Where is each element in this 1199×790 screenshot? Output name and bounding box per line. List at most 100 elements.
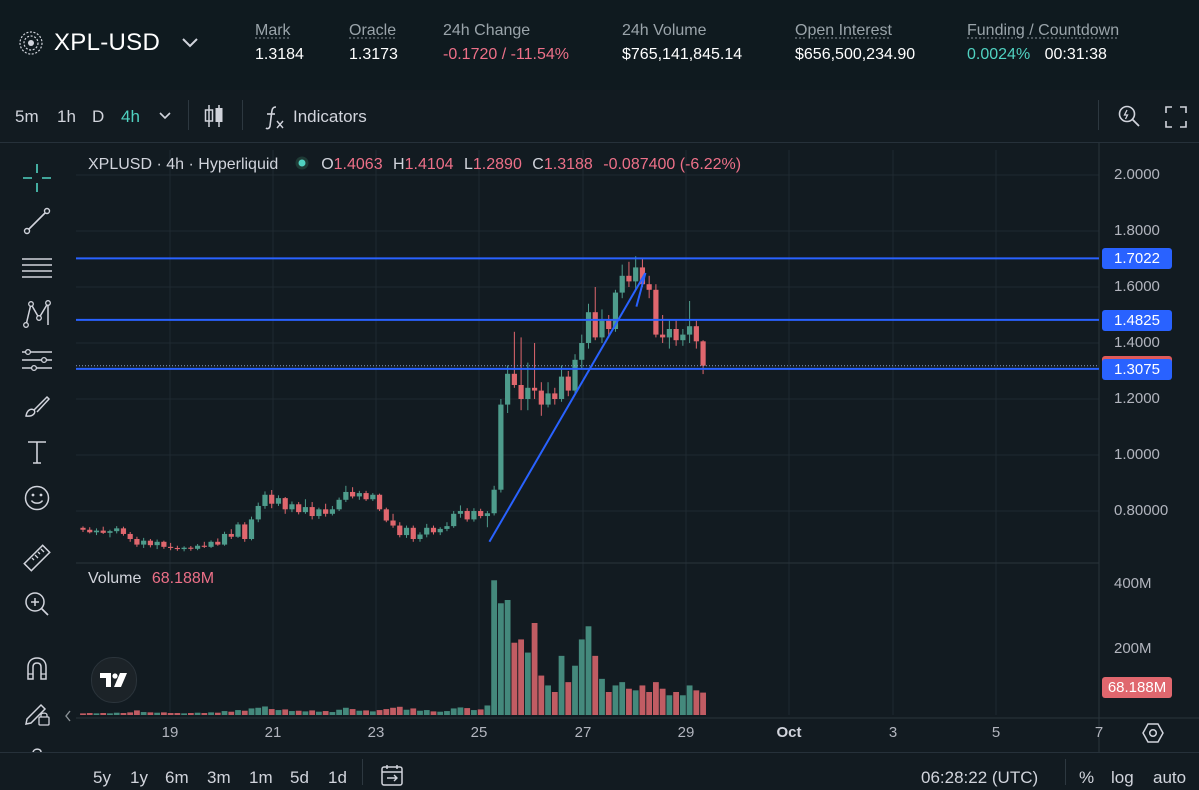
symbol-selector[interactable]: XPL-USD bbox=[54, 29, 161, 56]
range-1y[interactable]: 1y bbox=[130, 768, 148, 787]
volume-legend-value: 68.188M bbox=[151, 570, 215, 587]
candle-type-icon[interactable] bbox=[202, 103, 226, 129]
date-range-calendar-icon[interactable] bbox=[379, 762, 405, 788]
time-tick-label: 19 bbox=[161, 724, 179, 741]
timeframe-4h[interactable]: 4h bbox=[121, 107, 140, 126]
emoji-tool[interactable] bbox=[18, 480, 56, 516]
price-tick-label: 2.0000 bbox=[1114, 166, 1160, 183]
price-level-label[interactable]: 1.3075 bbox=[1102, 358, 1172, 380]
open-interest-label[interactable]: Open Interest bbox=[795, 22, 892, 39]
volume-legend: Volume 68.188M bbox=[88, 570, 214, 588]
volume-tick-label: 200M bbox=[1114, 640, 1152, 658]
auto-scale-toggle[interactable]: auto bbox=[1153, 768, 1187, 787]
legend-low-value: 1.2890 bbox=[472, 156, 522, 173]
range-6m[interactable]: 6m bbox=[165, 768, 189, 787]
timeframe-1h[interactable]: 1h bbox=[57, 107, 76, 126]
text-tool[interactable] bbox=[18, 434, 56, 470]
indicators-fx-icon[interactable] bbox=[262, 104, 286, 130]
funding-countdown-timer: 00:31:38 bbox=[1044, 46, 1107, 63]
market-status-dot-icon bbox=[295, 156, 309, 170]
time-tick-label: 27 bbox=[574, 724, 592, 741]
toolbar-divider bbox=[362, 759, 363, 785]
exchange-logo-icon bbox=[19, 31, 43, 55]
percent-scale-toggle[interactable]: % bbox=[1079, 768, 1095, 787]
time-tick-label: 7 bbox=[1094, 724, 1104, 741]
indicators-button[interactable]: Indicators bbox=[293, 107, 367, 126]
legend-change: -0.087400 (-6.22%) bbox=[603, 156, 742, 173]
range-3m[interactable]: 3m bbox=[207, 768, 231, 787]
change-24h: 24h Change -0.1720 / -11.54% bbox=[443, 22, 569, 64]
timeframe-chevron-down-icon[interactable] bbox=[157, 110, 173, 122]
mark-price: Mark 1.3184 bbox=[255, 22, 304, 64]
legend-open-label: O bbox=[321, 156, 334, 173]
forecast-icon bbox=[22, 348, 52, 372]
brush-tool[interactable] bbox=[18, 389, 56, 425]
timeframe-d[interactable]: D bbox=[92, 107, 105, 126]
legend-high-label: H bbox=[393, 156, 405, 173]
legend-open-value: 1.4063 bbox=[333, 156, 383, 173]
price-tick-label: 1.2000 bbox=[1114, 390, 1160, 407]
price-tick-label: 1.4000 bbox=[1114, 334, 1160, 351]
chart-panel: 5m 1h D 4h Indicators bbox=[0, 90, 1199, 789]
pattern-tool[interactable] bbox=[18, 296, 56, 332]
zoom-tool[interactable] bbox=[18, 586, 56, 622]
text-icon bbox=[28, 441, 46, 464]
chart-settings-gear-icon[interactable] bbox=[1140, 721, 1166, 745]
toolbar-divider bbox=[1065, 759, 1066, 785]
change-24h-label: 24h Change bbox=[443, 22, 531, 39]
pencil-lock-icon bbox=[25, 703, 50, 726]
crosshair-icon bbox=[23, 164, 51, 192]
chart-canvas[interactable] bbox=[76, 143, 1099, 727]
market-header: XPL-USD Mark 1.3184 Oracle 1.3173 24h Ch… bbox=[0, 0, 1199, 86]
brush-icon bbox=[25, 395, 51, 417]
funding-countdown: Funding / Countdown 0.0024% 00:31:38 bbox=[967, 22, 1119, 64]
ruler-icon bbox=[23, 544, 51, 572]
collapse-toolbar-chevron-left-icon[interactable] bbox=[63, 708, 73, 724]
chevron-down-icon[interactable] bbox=[180, 34, 200, 52]
mark-label[interactable]: Mark bbox=[255, 22, 291, 39]
oracle-value: 1.3173 bbox=[349, 46, 398, 63]
legend-low-label: L bbox=[464, 156, 473, 173]
timeframe-5m[interactable]: 5m bbox=[15, 107, 39, 126]
price-tick-label: 1.6000 bbox=[1114, 278, 1160, 295]
trendline-icon bbox=[23, 207, 51, 235]
time-tick-label: 23 bbox=[367, 724, 385, 741]
fib-retracement-tool[interactable] bbox=[18, 250, 56, 286]
crosshair-tool[interactable] bbox=[18, 160, 56, 196]
range-1m[interactable]: 1m bbox=[249, 768, 273, 787]
oracle-label[interactable]: Oracle bbox=[349, 22, 397, 39]
tradingview-logo[interactable] bbox=[91, 657, 137, 703]
quick-search-icon[interactable] bbox=[1115, 102, 1143, 130]
fullscreen-icon[interactable] bbox=[1163, 104, 1189, 130]
oracle-price: Oracle 1.3173 bbox=[349, 22, 398, 64]
open-interest: Open Interest $656,500,234.90 bbox=[795, 22, 915, 64]
tradingview-logo-icon bbox=[100, 673, 127, 687]
lock-drawings-tool[interactable] bbox=[18, 695, 56, 731]
toolbar-divider bbox=[242, 100, 243, 130]
legend-high-value: 1.4104 bbox=[404, 156, 454, 173]
funding-label[interactable]: Funding / Countdown bbox=[967, 22, 1120, 39]
range-5d[interactable]: 5d bbox=[290, 768, 309, 787]
trendline-tool[interactable] bbox=[18, 203, 56, 239]
funding-rate: 0.0024% bbox=[967, 46, 1031, 63]
magnet-icon bbox=[27, 657, 47, 680]
volume-legend-label[interactable]: Volume bbox=[88, 570, 142, 587]
pattern-icon bbox=[23, 300, 51, 328]
magnet-tool[interactable] bbox=[18, 650, 56, 686]
legend-symbol-title[interactable]: XPLUSD · 4h · Hyperliquid bbox=[88, 156, 279, 173]
chart-legend: XPLUSD · 4h · Hyperliquid O1.4063 H1.410… bbox=[88, 156, 741, 174]
range-1d[interactable]: 1d bbox=[328, 768, 347, 787]
volume-last-label: 68.188M bbox=[1102, 676, 1172, 698]
drawing-toolbar bbox=[0, 143, 76, 789]
price-level-label[interactable]: 1.7022 bbox=[1102, 248, 1172, 270]
price-level-label[interactable]: 1.4825 bbox=[1102, 309, 1172, 331]
range-5y[interactable]: 5y bbox=[93, 768, 111, 787]
time-tick-label: 25 bbox=[470, 724, 488, 741]
measure-tool[interactable] bbox=[18, 540, 56, 576]
legend-close-label: C bbox=[532, 156, 544, 173]
utc-clock[interactable]: 06:28:22 (UTC) bbox=[921, 768, 1039, 787]
toolbar-divider bbox=[188, 100, 189, 130]
projection-tool[interactable] bbox=[18, 342, 56, 378]
log-scale-toggle[interactable]: log bbox=[1111, 768, 1134, 787]
toolbar-divider bbox=[1098, 100, 1099, 130]
